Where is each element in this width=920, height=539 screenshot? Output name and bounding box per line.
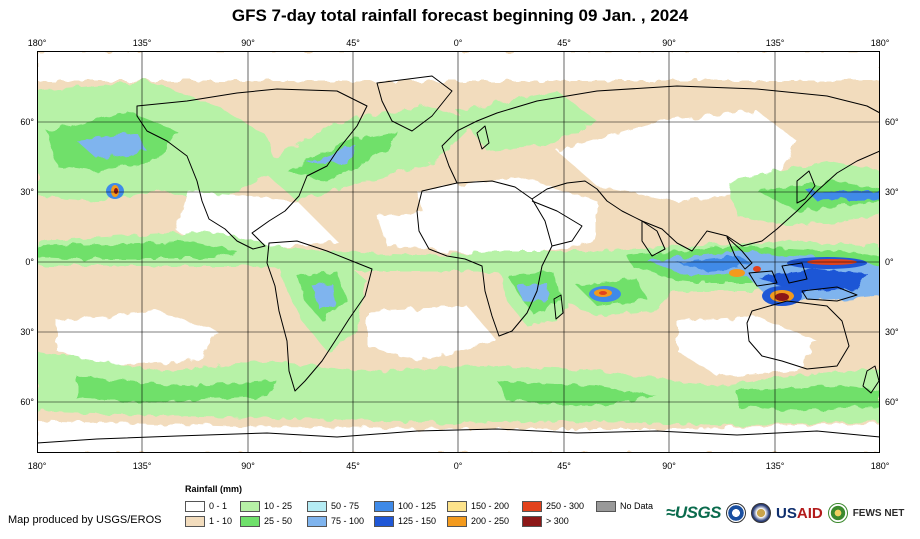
state-dept-seal-icon xyxy=(751,503,772,523)
legend-swatch xyxy=(522,515,542,527)
legend-swatch xyxy=(185,500,205,512)
lat-label-right: 30° xyxy=(885,187,899,197)
legend-item: 250 - 300 xyxy=(522,499,584,513)
agency-logos: ≈USGS USAID FEWS NET xyxy=(666,498,904,528)
lon-label-top: 180° xyxy=(870,38,890,48)
lat-label-right: 60° xyxy=(885,397,899,407)
legend-item: 150 - 200 xyxy=(447,499,509,513)
legend-swatch xyxy=(307,500,327,512)
lat-label-right: 60° xyxy=(885,117,899,127)
lon-label-top: 90° xyxy=(241,38,255,48)
lat-label-left: 0° xyxy=(25,257,34,267)
legend-label: No Data xyxy=(620,501,654,511)
map-frame xyxy=(37,51,880,453)
legend-swatch xyxy=(374,515,394,527)
heavy-rainfall-hotspots xyxy=(106,183,867,306)
lat-label-left: 60° xyxy=(20,117,34,127)
continent-outlines xyxy=(37,75,880,444)
legend-label: 150 - 200 xyxy=(471,501,510,511)
legend-item: > 300 xyxy=(522,514,569,528)
legend-item: 25 - 50 xyxy=(240,514,292,528)
lon-label-bottom: 135° xyxy=(132,461,152,471)
lat-label-right: 30° xyxy=(885,327,899,337)
legend-item: 0 - 1 xyxy=(185,499,227,513)
lon-label-bottom: 0° xyxy=(453,461,463,471)
lon-label-top: 135° xyxy=(765,38,785,48)
legend-item: 10 - 25 xyxy=(240,499,292,513)
legend-item: 75 - 100 xyxy=(307,514,364,528)
legend-label: 1 - 10 xyxy=(209,516,233,526)
legend-label: 250 - 300 xyxy=(546,501,585,511)
usaid-logo-us: US xyxy=(776,504,797,522)
lat-label-right: 0° xyxy=(885,257,894,267)
lon-label-bottom: 135° xyxy=(765,461,785,471)
fews-net-globe-icon xyxy=(827,503,848,523)
lon-label-top: 90° xyxy=(662,38,676,48)
legend-swatch xyxy=(240,500,260,512)
lon-label-top: 180° xyxy=(27,38,47,48)
graticule xyxy=(37,51,880,453)
lon-label-top: 135° xyxy=(132,38,152,48)
lon-label-bottom: 45° xyxy=(346,461,360,471)
legend-item: No Data xyxy=(596,499,653,513)
usaid-logo-aid: AID xyxy=(796,504,823,522)
lon-label-bottom: 180° xyxy=(27,461,47,471)
usgs-logo: ≈USGS xyxy=(666,503,722,522)
rainfall-map xyxy=(37,51,880,453)
legend-item: 50 - 75 xyxy=(307,499,359,513)
legend-label: 10 - 25 xyxy=(264,501,293,511)
legend-item: 1 - 10 xyxy=(185,514,232,528)
map-credit: Map produced by USGS/EROS xyxy=(8,514,162,526)
legend-title: Rainfall (mm) xyxy=(185,484,243,494)
legend-item: 125 - 150 xyxy=(374,514,436,528)
map-title: GFS 7-day total rainfall forecast beginn… xyxy=(231,6,689,25)
legend-swatch xyxy=(447,515,467,527)
legend-swatch xyxy=(240,515,260,527)
lon-label-top: 45° xyxy=(557,38,571,48)
lon-label-bottom: 45° xyxy=(557,461,571,471)
legend-label: > 300 xyxy=(546,516,569,526)
legend-item: 100 - 125 xyxy=(374,499,436,513)
lat-label-left: 60° xyxy=(20,397,34,407)
lon-label-bottom: 180° xyxy=(870,461,890,471)
legend-label: 75 - 100 xyxy=(331,516,365,526)
legend-label: 125 - 150 xyxy=(398,516,437,526)
lon-label-top: 0° xyxy=(453,38,463,48)
legend-swatch xyxy=(374,500,394,512)
legend-item: 200 - 250 xyxy=(447,514,509,528)
legend-swatch xyxy=(447,500,467,512)
legend-swatch xyxy=(185,515,205,527)
lon-label-bottom: 90° xyxy=(662,461,676,471)
legend-label: 50 - 75 xyxy=(331,501,360,511)
legend-label: 25 - 50 xyxy=(264,516,293,526)
lat-label-left: 30° xyxy=(20,187,34,197)
legend-label: 100 - 125 xyxy=(398,501,437,511)
legend-swatch xyxy=(307,515,327,527)
usaid-logo: USAID xyxy=(776,505,823,522)
legend-swatch xyxy=(522,500,542,512)
noaa-seal-icon xyxy=(726,503,747,523)
legend-label: 0 - 1 xyxy=(209,501,228,511)
lon-label-top: 45° xyxy=(346,38,360,48)
lat-label-left: 30° xyxy=(20,327,34,337)
legend-swatch xyxy=(596,500,616,512)
lon-label-bottom: 90° xyxy=(241,461,255,471)
legend-label: 200 - 250 xyxy=(471,516,510,526)
fews-net-logo: FEWS NET xyxy=(852,507,905,519)
